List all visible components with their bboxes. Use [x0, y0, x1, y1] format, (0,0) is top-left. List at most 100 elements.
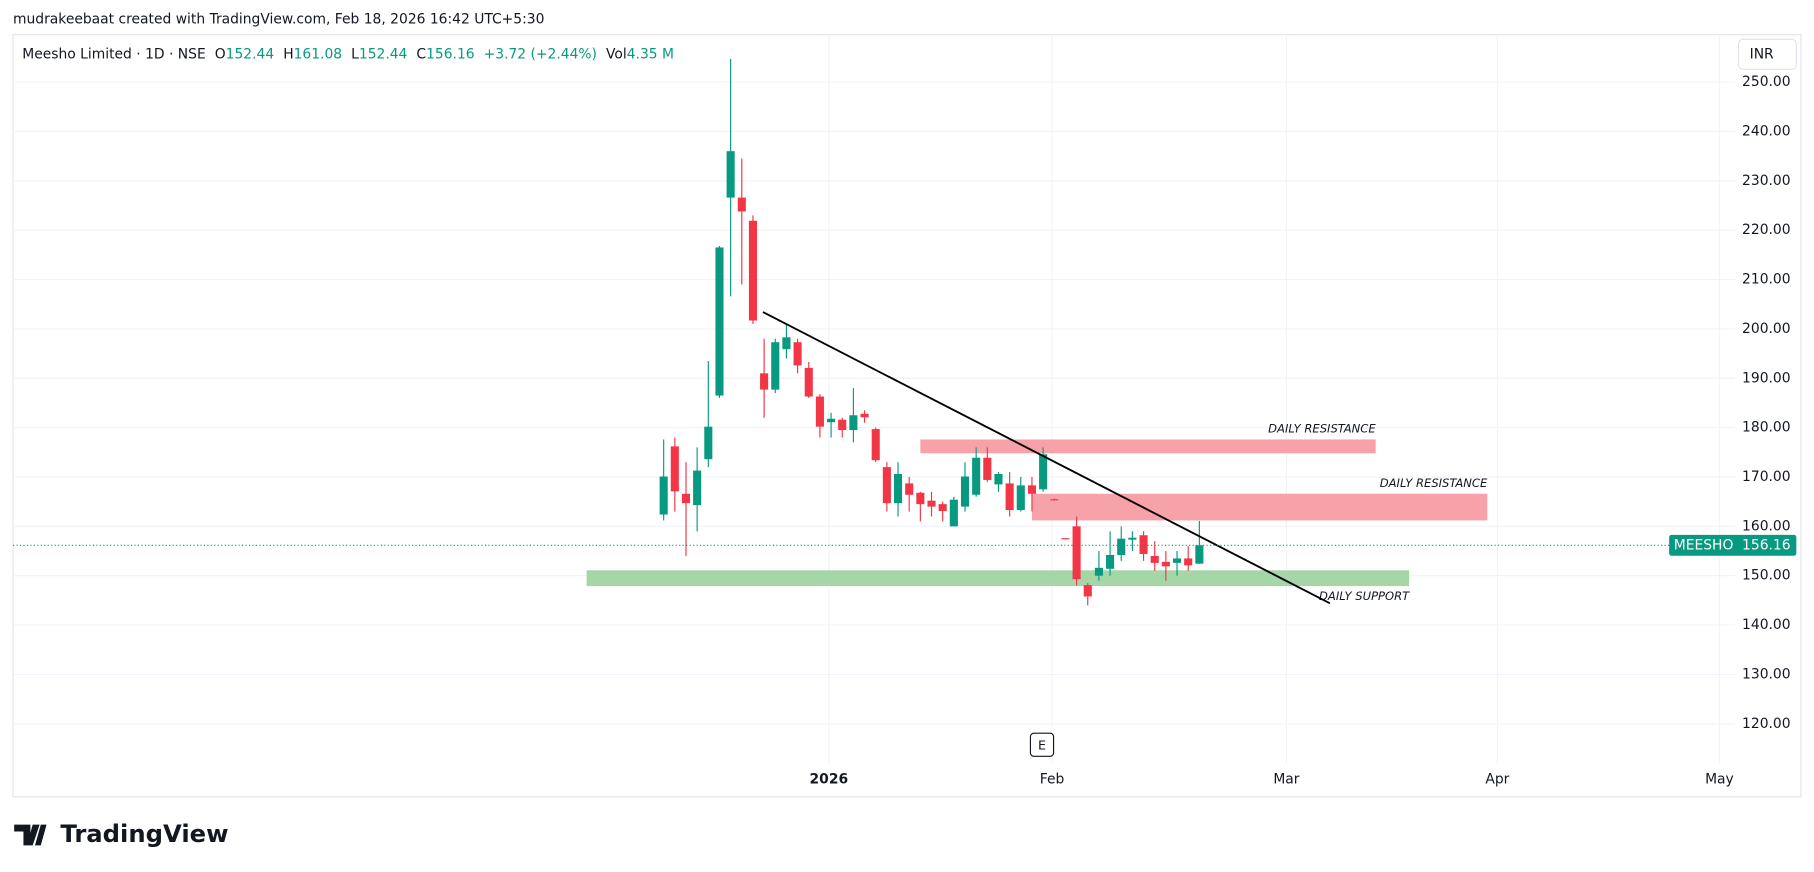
candle-body: [849, 415, 858, 431]
candle-body: [1094, 567, 1103, 576]
legend-change: +3.72 (+2.44%): [484, 46, 597, 62]
y-tick-label: 190.00: [1742, 370, 1790, 386]
candle-body: [659, 476, 668, 515]
y-tick-label: 170.00: [1742, 469, 1790, 485]
zones: DAILY RESISTANCE DAILY RESISTANCE DAILY SU…: [586, 422, 1488, 603]
x-tick-label: 2026: [810, 771, 849, 787]
y-tick-label: 180.00: [1742, 420, 1790, 436]
candle-body: [905, 483, 914, 495]
candle-body: [949, 499, 958, 527]
legend-label: L: [351, 46, 359, 62]
candle-body: [1083, 585, 1092, 597]
candle-body: [860, 413, 869, 418]
candle-body: [693, 470, 702, 506]
legend: Meesho Limited · 1D · NSE O152.44 H161.0…: [22, 46, 674, 62]
x-tick-label: May: [1705, 771, 1734, 787]
candle-body: [1184, 558, 1193, 566]
candle-body: [1117, 538, 1126, 555]
event-marker: [1029, 732, 1055, 757]
candle-body: [1195, 545, 1204, 564]
legend-label: O: [215, 46, 226, 62]
currency[interactable]: INR: [1750, 46, 1774, 62]
candle-body: [815, 396, 824, 427]
trendline: [762, 311, 1331, 605]
candle-body: [1106, 554, 1115, 569]
candle-body: [916, 492, 925, 505]
candle-body: [827, 418, 836, 423]
candle-body: [771, 342, 780, 390]
zone-label: DAILY SUPPORT: [1319, 589, 1410, 603]
legend-value: 4.35 M: [627, 46, 674, 62]
y-tick-label: 240.00: [1742, 123, 1790, 139]
candle-body: [715, 247, 724, 396]
legend-label: H: [283, 46, 293, 62]
legend-value: 156.16: [426, 46, 475, 62]
candle-body: [1061, 538, 1070, 540]
legend-value: 152.44: [359, 46, 408, 62]
x-tick-label: Feb: [1040, 771, 1065, 787]
candle-body: [1027, 485, 1037, 494]
event-label: E: [1038, 737, 1046, 752]
currency-button[interactable]: [1737, 38, 1797, 70]
logo-icon: [14, 824, 47, 846]
candle-body: [737, 197, 746, 212]
legend-value: 152.44: [226, 46, 275, 62]
x-tick-label: Mar: [1273, 771, 1299, 787]
candle-body: [871, 429, 880, 461]
y-tick-label: 160.00: [1742, 518, 1790, 534]
legend-value: 161.08: [294, 46, 343, 62]
legend-symbol: Meesho Limited · 1D · NSE: [22, 46, 205, 62]
zone: [586, 570, 1410, 587]
candle-body: [1039, 454, 1048, 490]
y-tick-label: 250.00: [1742, 74, 1790, 90]
candle-body: [1139, 535, 1148, 554]
y-tick-label: 150.00: [1742, 568, 1790, 584]
grid: 120.00 130.00 140.00 150.00 160.00 170.00 180.…: [13, 34, 1791, 787]
ticker-label: MEESHO: [1674, 537, 1734, 553]
candle-body: [760, 373, 769, 390]
credit: mudrakeebaat created with TradingView.co…: [13, 12, 544, 28]
zone-label: DAILY RESISTANCE: [1380, 476, 1488, 490]
candle-body: [838, 419, 847, 431]
logo-text: TradingView: [60, 819, 228, 848]
y-tick-label: 130.00: [1742, 666, 1790, 682]
candle-body: [1161, 561, 1170, 567]
price-tag: [1669, 534, 1797, 556]
zone-label: DAILY RESISTANCE: [1268, 422, 1376, 436]
y-tick-label: 120.00: [1742, 716, 1790, 732]
y-tick-label: 210.00: [1742, 272, 1790, 288]
candle-body: [1005, 483, 1014, 511]
candle-body: [994, 474, 1003, 485]
candle-body: [681, 493, 691, 504]
candle-body: [670, 446, 679, 492]
candle-body: [726, 151, 735, 198]
candle-body: [882, 467, 891, 504]
price-label: 156.16: [1742, 537, 1790, 553]
overlay: E MEESHO 156.16: [13, 311, 1797, 757]
y-tick-label: 200.00: [1742, 321, 1790, 337]
candle-body: [960, 476, 970, 507]
candle-body: [1128, 537, 1137, 540]
candle-body: [938, 504, 947, 512]
candle-body: [782, 337, 791, 350]
candle-body: [1016, 485, 1025, 511]
candle-body: [1172, 558, 1182, 563]
candle-body: [1072, 526, 1081, 580]
x-tick-label: Apr: [1485, 771, 1509, 787]
legend-label: Vol: [606, 46, 627, 62]
candle-body: [1050, 499, 1059, 501]
candle-body: [983, 457, 992, 480]
candle-body: [704, 426, 713, 460]
candle-body: [893, 474, 903, 504]
candle-body: [804, 367, 813, 397]
y-tick-label: 230.00: [1742, 173, 1790, 189]
candle-body: [1150, 555, 1159, 563]
logo: TradingView: [14, 819, 229, 848]
zone: [1031, 493, 1488, 521]
y-tick-label: 220.00: [1742, 222, 1790, 238]
legend-label: C: [416, 46, 426, 62]
chart-frame: [12, 34, 1802, 798]
